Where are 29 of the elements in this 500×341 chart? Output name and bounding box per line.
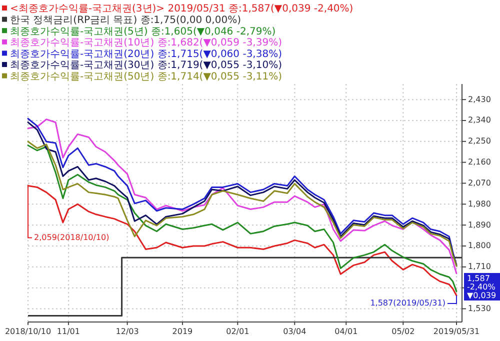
legend-label: 최종호가수익률-국고채권(20년) 종:1,715(▼0,060 -3,38%) <box>10 48 282 60</box>
annotation: 1,587(2019/05/31) <box>370 298 446 308</box>
x-tick-label: 11/01 <box>56 327 80 336</box>
x-tick-label: 02/01 <box>226 327 250 336</box>
y-tick-label: 1,710 <box>468 262 491 272</box>
x-tick-label: 03/04 <box>283 327 306 336</box>
y-tick-label: 1,530 <box>468 304 491 313</box>
x-tick-label: 2019 <box>172 327 193 336</box>
x-tick-label: 05/02 <box>392 327 415 336</box>
y-tick-label: 2,250 <box>468 136 491 146</box>
x-tick-label: 2018/10/10 <box>4 327 52 336</box>
y-tick-label: 2,070 <box>468 178 491 188</box>
y-tick-label: 1,890 <box>468 220 491 230</box>
annotation: 2,059(2018/10/10) <box>34 232 110 242</box>
legend-label: 최종호가수익률-국고채권(5년) 종:1,605(▼0,046 -2,79%) <box>10 26 276 38</box>
x-tick-label: 12/03 <box>116 327 139 336</box>
y-tick-label: 2,160 <box>468 158 491 167</box>
legend-label: 한국 정책금리(RP금리 목표) 종:1,75(0,00 0,00%) <box>10 15 242 26</box>
legend-label: 최종호가수익률-국고채권(30년) 종:1,719(▼0,055 -3,10%) <box>10 60 282 72</box>
y-tick-label: 2,340 <box>468 116 491 125</box>
y-tick-label: 2,430 <box>468 94 491 104</box>
annotation: 1,587 -2,40% ▼0,039 <box>467 274 496 300</box>
x-tick-label: 04/01 <box>334 327 358 336</box>
y-tick-label: 1,980 <box>468 199 491 208</box>
x-tick-label: 2019/05/31 <box>433 327 480 336</box>
legend-label: <최종호가수익률-국고채권(3년)> 2019/05/31 종:1,587(▼0,039 -2,40%) <box>10 4 354 15</box>
legend-label: 최종호가수익률-국고채권(10년) 종:1,682(▼0,059 -3,39%) <box>10 38 282 49</box>
y-tick-label: 1,800 <box>468 241 491 250</box>
legend-label: 최종호가수익률-국고채권(50년) 종:1,714(▼0,055 -3,11%) <box>10 72 282 83</box>
